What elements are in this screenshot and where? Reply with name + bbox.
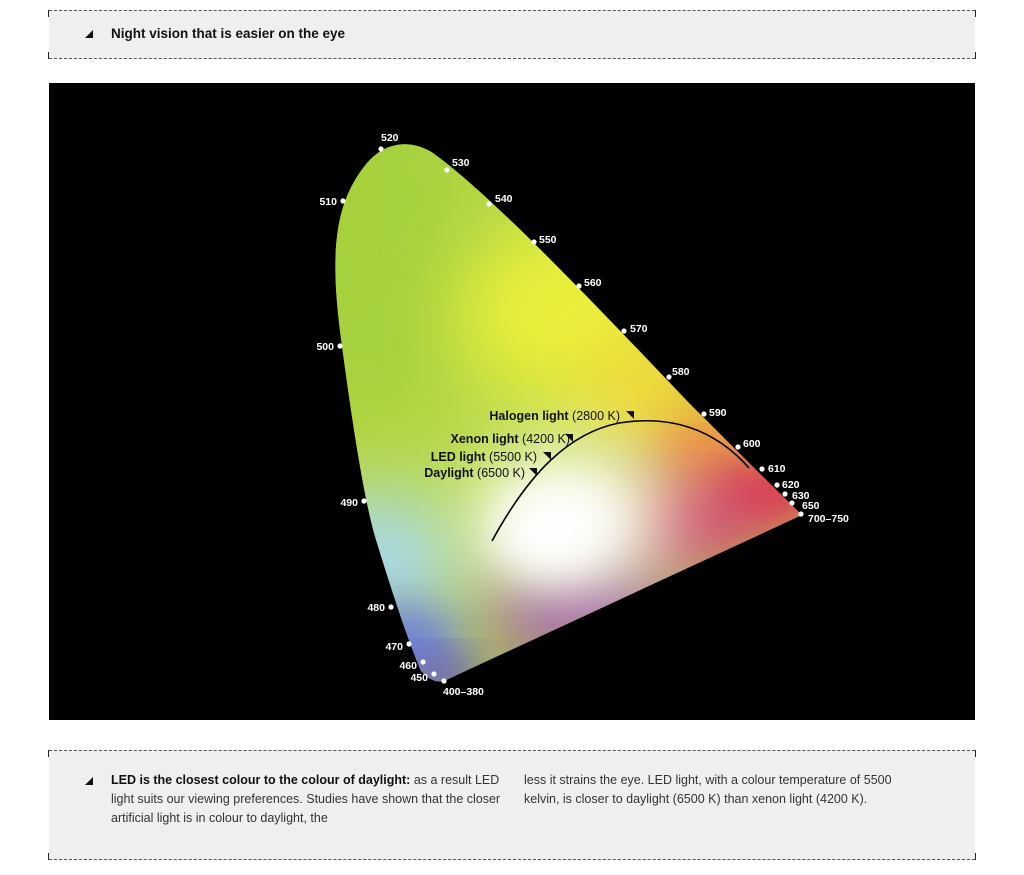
- wavelength-marker: [388, 604, 394, 610]
- triangle-bullet-icon: [85, 30, 93, 38]
- wavelength-label: 650: [802, 500, 820, 512]
- light-source-temperature: (5500 K): [486, 450, 537, 464]
- wavelength-marker: [576, 283, 582, 289]
- caption-text-1: as a result LED light suits our viewing …: [111, 773, 501, 825]
- corner-mark: [48, 10, 56, 17]
- pointer-triangle-icon: [529, 468, 537, 476]
- planckian-locus-curve: [491, 420, 750, 542]
- wavelength-label: 610: [768, 463, 786, 475]
- light-source-labels: Halogen light (2800 K) Xenon light (4200 …: [424, 409, 634, 480]
- wavelength-marker: [340, 198, 346, 204]
- wavelength-label: 620: [782, 479, 800, 491]
- pointer-triangle-icon: [543, 452, 551, 460]
- light-source-label: Halogen light (2800 K): [489, 409, 620, 423]
- wavelength-marker: [621, 328, 627, 334]
- header-panel: Night vision that is easier on the eye: [48, 10, 976, 59]
- wavelength-label: 630: [792, 490, 810, 502]
- wavelength-marker: [735, 444, 741, 450]
- wavelength-marker: [774, 482, 780, 488]
- wavelength-marker: [531, 239, 537, 245]
- wavelength-label: 590: [709, 407, 727, 419]
- wavelength-marker: [486, 201, 492, 207]
- corner-mark: [48, 750, 56, 757]
- corner-mark: [968, 853, 976, 860]
- color-gamut: [335, 144, 802, 682]
- light-source-name: Halogen light: [489, 409, 569, 423]
- light-source-label: Daylight (6500 K): [424, 466, 525, 480]
- chromaticity-diagram: 520 530 540 550 560 570 580 590 600 610 620 630 650 7…: [49, 83, 975, 720]
- corner-mark: [968, 52, 976, 59]
- wavelength-label: 500: [316, 341, 334, 353]
- wavelength-label: 400–380: [443, 686, 484, 698]
- caption-panel: LED is the closest colour to the colour …: [48, 750, 976, 860]
- triangle-bullet-icon: [85, 777, 93, 785]
- light-source-label: LED light (5500 K): [431, 450, 537, 464]
- corner-mark: [968, 750, 976, 757]
- wavelength-marker: [789, 500, 795, 506]
- wavelength-marker: [406, 641, 412, 647]
- caption-column-2: less it strains the eye. LED light, with…: [524, 773, 892, 806]
- caption-lead: LED is the closest colour to the colour …: [111, 773, 411, 787]
- wavelength-marker: [666, 374, 672, 380]
- wavelength-label: 450: [410, 672, 428, 684]
- wavelength-marker: [441, 678, 447, 684]
- wavelength-label: 510: [319, 196, 337, 208]
- wavelength-marker: [431, 671, 437, 677]
- wavelength-labels: 520 530 540 550 560 570 580 590 600 610 6206306507…: [316, 132, 849, 698]
- wavelength-label: 520: [381, 132, 399, 144]
- wavelength-marker: [444, 167, 450, 173]
- wavelength-label: 580: [672, 366, 690, 378]
- light-source-name: LED light: [431, 450, 487, 464]
- wavelength-label: 700–750: [808, 513, 849, 525]
- wavelength-label: 560: [584, 277, 602, 289]
- corner-mark: [968, 10, 976, 17]
- wavelength-label: 470: [385, 641, 403, 653]
- wavelength-marker: [701, 411, 707, 417]
- light-source-label: Xenon light (4200 K): [451, 432, 570, 446]
- corner-mark: [48, 853, 56, 860]
- wavelength-marker: [378, 146, 384, 152]
- wavelength-marker: [798, 511, 804, 517]
- light-source-temperature: (6500 K): [474, 466, 525, 480]
- wavelength-marker: [361, 498, 367, 504]
- wavelength-label: 490: [340, 497, 358, 509]
- wavelength-label: 530: [452, 157, 470, 169]
- wavelength-label: 600: [743, 438, 761, 450]
- caption-column-1: LED is the closest colour to the colour …: [111, 771, 511, 828]
- corner-mark: [48, 52, 56, 59]
- wavelength-marker: [782, 491, 788, 497]
- light-source-temperature: (2800 K): [569, 409, 620, 423]
- light-source-temperature: (4200 K): [519, 432, 570, 446]
- wavelength-label: 540: [495, 193, 513, 205]
- page-title: Night vision that is easier on the eye: [111, 26, 346, 41]
- wavelength-label: 460: [399, 660, 417, 672]
- wavelength-label: 550: [539, 234, 557, 246]
- light-source-name: Daylight: [424, 466, 474, 480]
- wavelength-marker: [337, 343, 343, 349]
- wavelength-label: 480: [367, 602, 385, 614]
- wavelength-marker: [420, 659, 426, 665]
- pointer-triangle-icon: [565, 434, 573, 442]
- light-source-name: Xenon light: [451, 432, 520, 446]
- wavelength-label: 570: [630, 323, 648, 335]
- wavelength-marker: [759, 466, 765, 472]
- pointer-triangle-icon: [626, 411, 634, 419]
